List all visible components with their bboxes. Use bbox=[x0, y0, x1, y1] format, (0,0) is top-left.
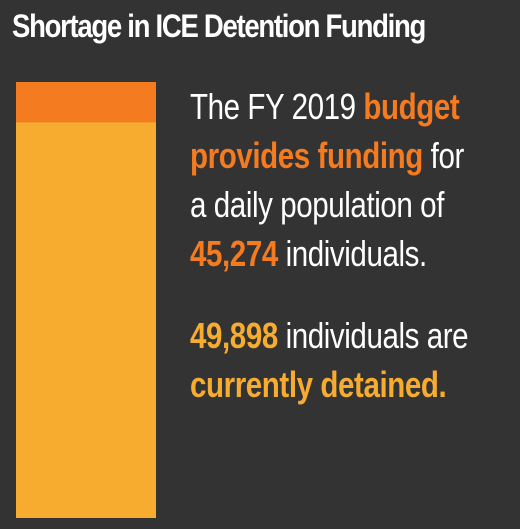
statement-line-2: provides funding for bbox=[190, 131, 464, 180]
individuals-text: individuals. bbox=[277, 233, 428, 274]
budget-highlight: budget bbox=[363, 86, 460, 127]
funding-statement: The FY 2019 budget provides funding for … bbox=[190, 82, 464, 278]
stacked-bar bbox=[16, 82, 156, 518]
provides-funding-highlight: provides funding bbox=[190, 135, 423, 176]
statement-line-3: a daily population of bbox=[190, 184, 444, 225]
statement-line-4: 45,274 individuals. bbox=[190, 229, 464, 278]
currently-detained-highlight: currently detained. bbox=[190, 364, 447, 405]
statement-line-5: 49,898 individuals are bbox=[190, 311, 469, 360]
bar-funded bbox=[16, 82, 156, 123]
bar-detained bbox=[16, 82, 156, 518]
individuals-are-text: individuals are bbox=[277, 315, 469, 356]
fy-text: The FY 2019 bbox=[190, 86, 364, 127]
detained-statement: 49,898 individuals are currently detaine… bbox=[190, 311, 469, 409]
for-text: for bbox=[422, 135, 465, 176]
chart-title: Shortage in ICE Detention Funding bbox=[12, 8, 426, 44]
statement-line-1: The FY 2019 budget bbox=[190, 82, 464, 131]
detained-number: 49,898 bbox=[190, 315, 278, 356]
funded-number: 45,274 bbox=[190, 233, 278, 274]
